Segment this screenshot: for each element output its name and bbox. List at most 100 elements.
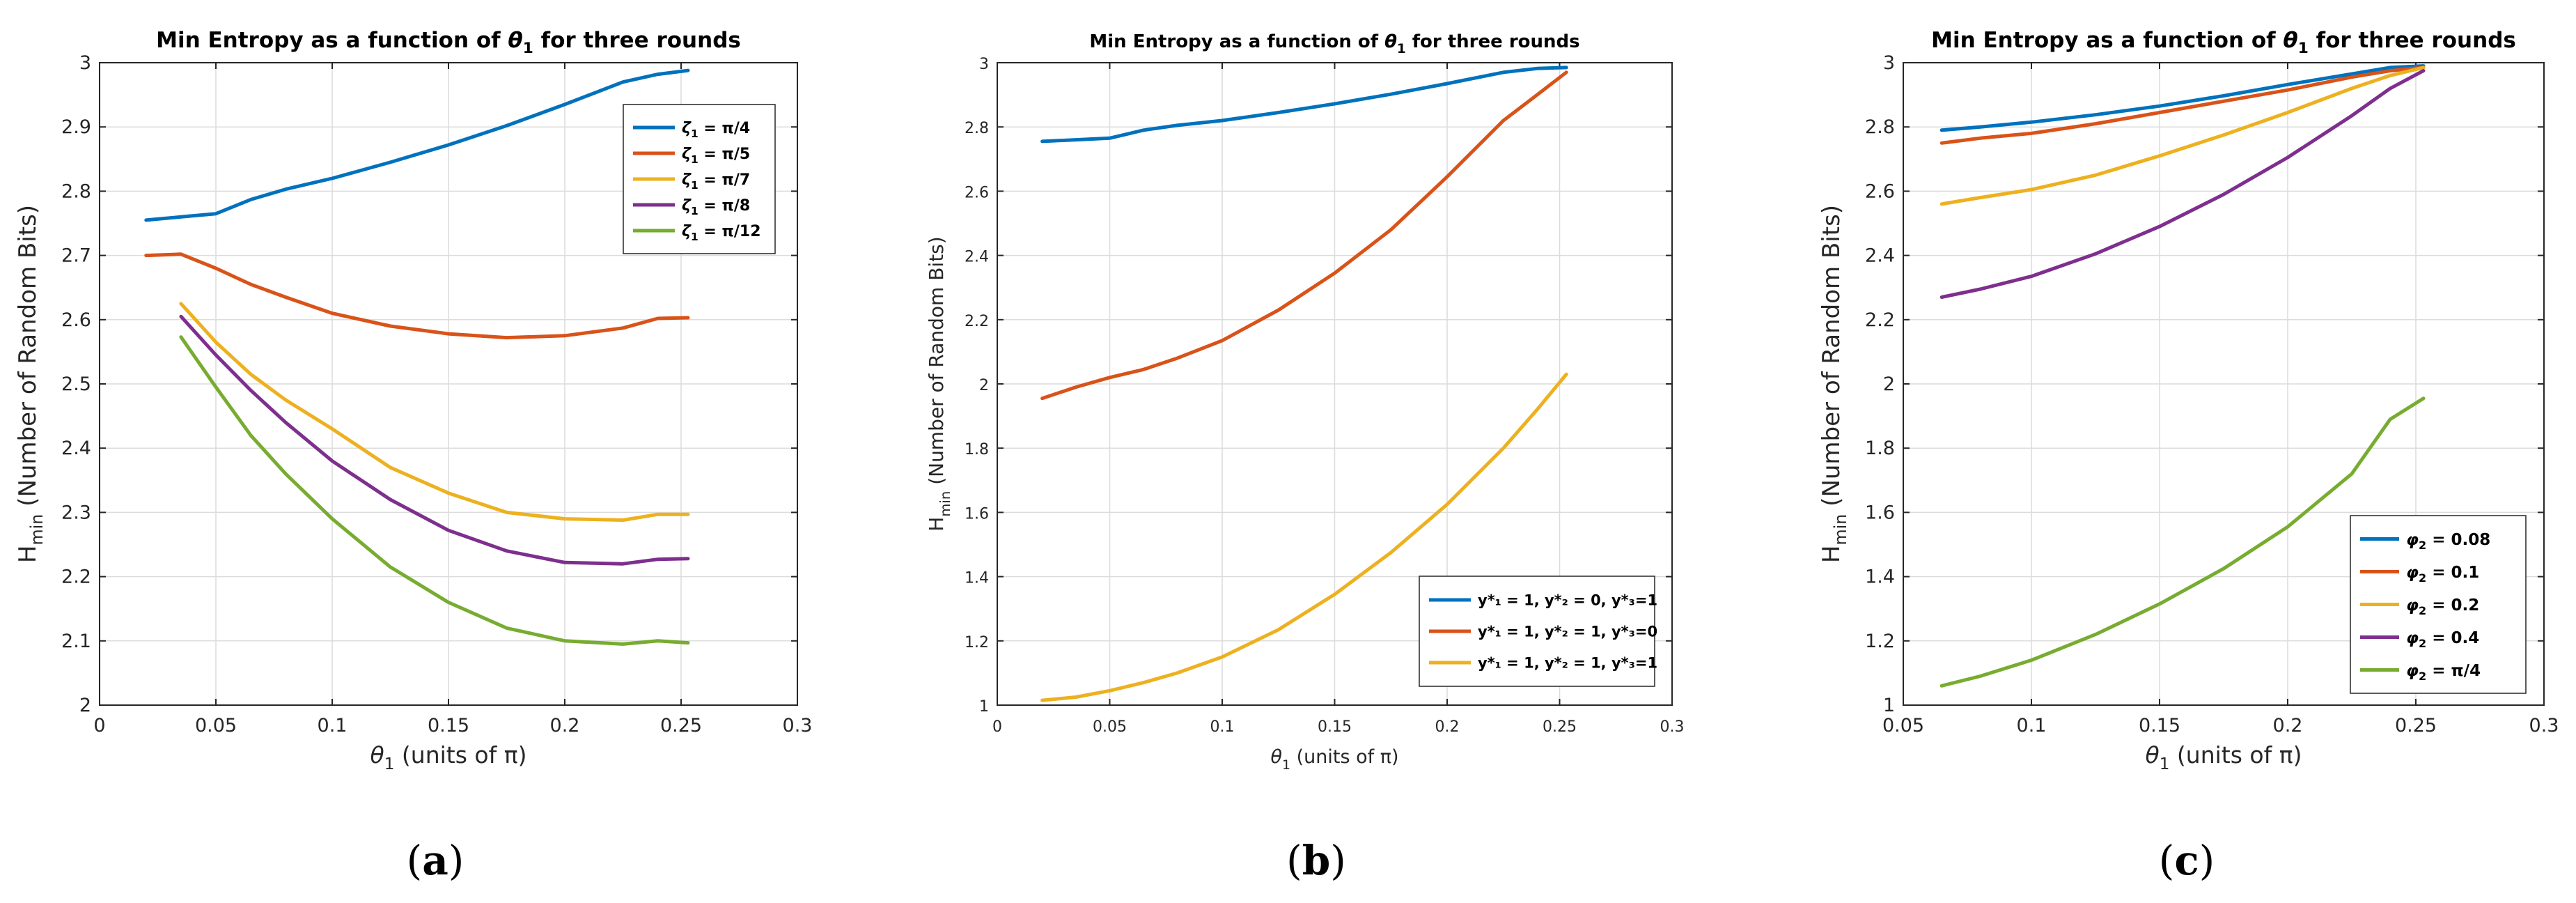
x-tick-label: 0.05 [1882, 715, 1924, 736]
y-tick-label: 2.9 [61, 116, 91, 138]
series-line-5 [1939, 396, 2426, 688]
x-tick-label: 0.05 [1093, 718, 1127, 736]
x-tick-label: 0.1 [318, 715, 348, 736]
y-tick-label: 2 [1883, 373, 1895, 395]
x-tick-label: 0.25 [2395, 715, 2437, 736]
x-axis-label: θ1 (units of π) [1270, 746, 1398, 773]
y-axis-label: Hmin (Number of Random Bits) [14, 205, 47, 563]
y-tick-label: 2.8 [965, 120, 989, 137]
legend-entry-1: y*₁ = 1, y*₂ = 0, y*₃=1 [1478, 592, 1657, 609]
legend-entry-3: y*₁ = 1, y*₂ = 1, y*₃=1 [1478, 655, 1657, 672]
series-line-2 [144, 252, 690, 340]
legend-entry-1: φ2 = 0.08 [2406, 531, 2490, 552]
panel-caption: (a) [407, 837, 465, 884]
series-line-3 [1939, 65, 2426, 206]
x-tick-label: 0.15 [1318, 718, 1352, 736]
axes-box [997, 62, 1673, 706]
y-tick-label: 1 [979, 698, 989, 716]
y-tick-label: 1 [1883, 695, 1895, 716]
legend-entry-2: y*₁ = 1, y*₂ = 1, y*₃=0 [1478, 624, 1657, 640]
legend-entry-5: φ2 = π/4 [2406, 662, 2481, 683]
x-tick-label: 0.2 [2273, 715, 2303, 736]
y-tick-label: 2.2 [61, 566, 91, 588]
y-tick-label: 2.5 [61, 373, 91, 395]
x-axis-label: θ1 (units of π) [2146, 741, 2302, 773]
series-line-1 [1040, 65, 1568, 144]
y-tick-label: 2.8 [61, 180, 91, 202]
y-tick-label: 2.6 [1865, 180, 1895, 202]
legend: y*₁ = 1, y*₂ = 0, y*₃=1 y*₁ = 1, y*₂ = 1,… [1419, 576, 1657, 687]
x-tick-label: 0.2 [1435, 718, 1460, 736]
panel-caption: (c) [2159, 837, 2215, 884]
legend: φ2 = 0.08 φ2 = 0.1 φ2 = 0.2 φ2 = 0.4 φ2 = π/… [2350, 515, 2527, 694]
series-line-2 [1939, 65, 2426, 145]
x-tick-label: 0.25 [660, 715, 702, 736]
series-line-5 [179, 335, 690, 646]
chart-title: Min Entropy as a function of θ1 for thre… [1931, 28, 2516, 57]
y-tick-label: 2.6 [965, 184, 989, 201]
panel-caption: (b) [1286, 837, 1346, 884]
chart-panel-3: 0.05 0.1 0.15 0.2 0.25 0.3 1 1.2 1.4 1.6 1.8 2 2.2 2.… [1818, 28, 2559, 884]
axes-box [1903, 62, 2545, 706]
legend-entry-3: ζ1 = π/7 [682, 171, 750, 192]
x-tick-label: 0.3 [1660, 718, 1685, 736]
legend-entry-3: φ2 = 0.2 [2406, 596, 2479, 617]
axes-box [99, 62, 798, 706]
y-tick-label: 2.4 [965, 249, 989, 266]
y-tick-label: 2.4 [1865, 245, 1895, 267]
x-tick-label: 0 [93, 715, 105, 736]
series-line-4 [179, 314, 690, 566]
x-tick-label: 0.15 [2139, 715, 2180, 736]
x-tick-label: 0.3 [783, 715, 813, 736]
x-axis-label: θ1 (units of π) [370, 741, 527, 773]
x-tick-label: 0.1 [1210, 718, 1235, 736]
y-tick-label: 2.6 [61, 309, 91, 331]
series-line-3 [1040, 372, 1568, 702]
x-tick-label: 0 [992, 718, 1002, 736]
y-tick-label: 2.8 [1865, 116, 1895, 138]
y-tick-label: 2.2 [965, 313, 989, 330]
chart-panel-2: 0 0.05 0.1 0.15 0.2 0.25 0.3 1 1.2 1.4 1.6 1.8 2 2.2 2… [925, 31, 1685, 884]
y-tick-label: 1.8 [1865, 438, 1895, 459]
y-axis-label: Hmin (Number of Random Bits) [1818, 205, 1850, 563]
y-tick-label: 2.7 [61, 245, 91, 267]
y-tick-label: 2.2 [1865, 309, 1895, 331]
y-axis-label: Hmin (Number of Random Bits) [925, 236, 953, 531]
y-tick-label: 2 [979, 377, 989, 394]
legend-entry-4: ζ1 = π/8 [682, 197, 750, 217]
series-line-3 [179, 302, 690, 522]
x-tick-label: 0.2 [550, 715, 580, 736]
y-tick-label: 2.1 [61, 631, 91, 652]
y-tick-label: 1.4 [965, 570, 989, 587]
x-tick-label: 0.3 [2529, 715, 2559, 736]
legend-entry-2: φ2 = 0.1 [2406, 564, 2479, 585]
x-tick-label: 0.05 [195, 715, 237, 736]
y-tick-label: 3 [979, 56, 989, 73]
y-tick-label: 3 [1883, 52, 1895, 74]
y-tick-label: 2 [79, 695, 91, 716]
y-tick-label: 2.3 [61, 502, 91, 523]
y-tick-label: 1.6 [965, 505, 989, 523]
series-line-1 [144, 68, 690, 222]
y-tick-label: 1.6 [1865, 502, 1895, 523]
legend: ζ1 = π/4 ζ1 = π/5 ζ1 = π/7 ζ1 = π/8 ζ1 = π/1… [623, 104, 776, 254]
y-tick-label: 1.2 [1865, 631, 1895, 652]
series-line-1 [1939, 64, 2426, 132]
x-tick-label: 0.25 [1543, 718, 1577, 736]
series-line-2 [1040, 70, 1568, 401]
y-tick-label: 1.4 [1865, 566, 1895, 588]
legend-entry-2: ζ1 = π/5 [682, 146, 750, 166]
legend-entry-1: ζ1 = π/4 [682, 120, 750, 140]
legend-entry-5: ζ1 = π/12 [682, 223, 761, 243]
y-tick-label: 1.2 [965, 634, 989, 651]
x-tick-label: 0.15 [428, 715, 469, 736]
chart-panel-1: 0 0.05 0.1 0.15 0.2 0.25 0.3 2 2.1 2.2 2.3 2.4 2.5 2.… [14, 28, 812, 884]
chart-title: Min Entropy as a function of θ1 for thre… [156, 28, 741, 57]
y-tick-label: 1.8 [965, 441, 989, 458]
x-tick-label: 0.1 [2017, 715, 2047, 736]
chart-title: Min Entropy as a function of θ1 for thre… [1089, 31, 1579, 56]
y-tick-label: 2.4 [61, 438, 91, 459]
y-tick-label: 3 [79, 52, 91, 74]
legend-entry-4: φ2 = 0.4 [2406, 629, 2479, 650]
